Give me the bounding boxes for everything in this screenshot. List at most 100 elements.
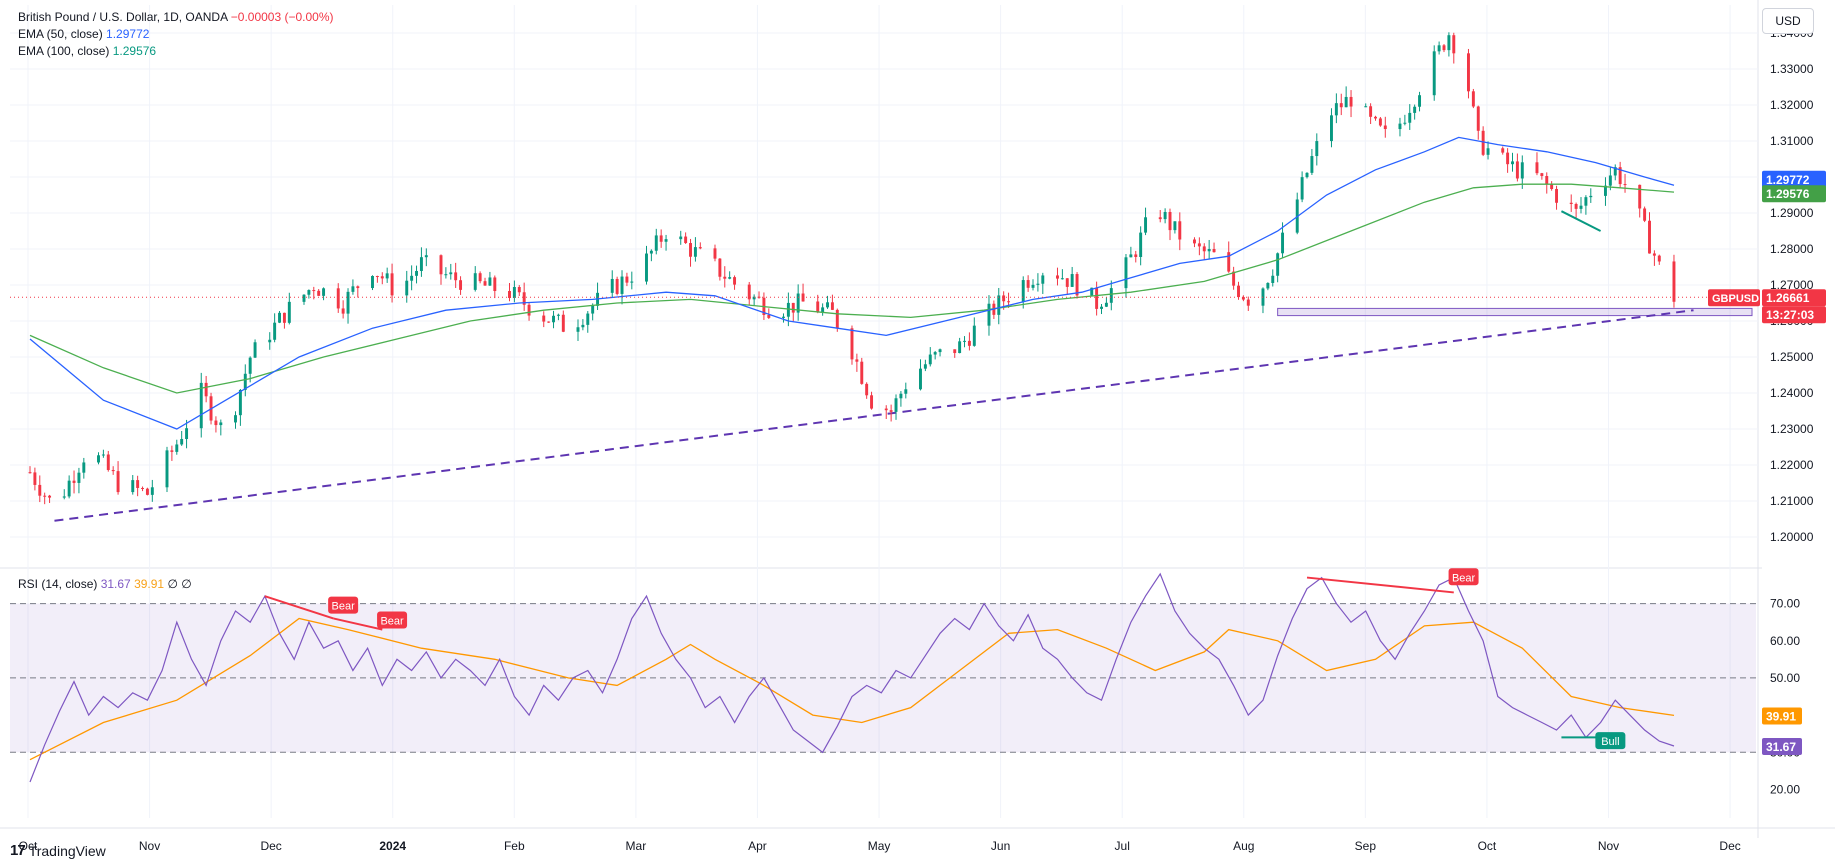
candle-body — [870, 395, 874, 409]
candle-body — [312, 290, 316, 292]
time-tick-label: Nov — [139, 839, 160, 853]
candle-body — [561, 314, 565, 332]
ema50-badge: 1.29772 — [1762, 170, 1826, 188]
candle-body — [1579, 205, 1583, 209]
candle-body — [180, 439, 184, 445]
candle-body — [782, 316, 785, 318]
candle-body — [767, 314, 771, 318]
candle-body — [1672, 261, 1676, 302]
candle-body — [522, 292, 526, 305]
candle-body — [385, 273, 389, 279]
candle-body — [341, 308, 345, 314]
time-tick-label: Dec — [1719, 839, 1740, 853]
candle-body — [552, 315, 555, 323]
candle-body — [444, 274, 448, 276]
candle-body — [302, 294, 306, 302]
last-price-badge: 1.26661 — [1762, 289, 1826, 307]
candle-body — [1305, 172, 1309, 178]
candle-body — [449, 272, 453, 275]
candle-body — [1158, 217, 1162, 220]
candle-body — [933, 352, 937, 355]
candle-body — [82, 462, 86, 473]
bear-label: Bear — [328, 596, 359, 614]
candle-body — [1535, 162, 1539, 174]
candle-body — [253, 342, 257, 358]
candle-body — [145, 488, 149, 495]
candle-body — [1447, 35, 1451, 51]
time-tick-label: Oct — [1478, 839, 1497, 853]
candle-body — [1070, 274, 1074, 287]
candle-body — [713, 248, 717, 259]
candle-body — [1555, 188, 1559, 203]
candle-body — [1574, 203, 1578, 209]
candle-body — [512, 286, 516, 298]
candle-body — [835, 309, 839, 329]
rsi-extra-1: ∅ — [167, 577, 178, 591]
candle-body — [473, 273, 477, 290]
candle-body — [1109, 288, 1113, 303]
candle-body — [1310, 156, 1314, 173]
candle-body — [77, 472, 81, 483]
candle-body — [1501, 148, 1505, 153]
candle-body — [1418, 95, 1422, 107]
candle-body — [508, 290, 511, 298]
legend-ema50-row[interactable]: EMA (50, close) 1.29772 — [18, 27, 149, 41]
candle-body — [698, 247, 702, 249]
price-pane[interactable] — [10, 32, 1758, 522]
candle-body — [630, 281, 634, 283]
candle-body — [415, 270, 418, 276]
candle-body — [185, 428, 189, 440]
candle-body — [1643, 208, 1647, 221]
price-tick-label: 1.29000 — [1770, 206, 1814, 220]
currency-selector[interactable]: USD — [1762, 8, 1814, 34]
ema100-label: EMA (100, close) — [18, 44, 110, 58]
price-tick-label: 1.20000 — [1770, 530, 1814, 544]
time-tick-label: Apr — [748, 839, 767, 853]
candle-body — [1408, 112, 1412, 123]
rsi-ma-badge: 39.91 — [1762, 707, 1802, 725]
countdown-badge-bg — [1762, 306, 1826, 324]
candle-body — [1432, 51, 1436, 96]
candle-body — [1246, 299, 1250, 306]
candle-body — [684, 236, 688, 244]
candle-body — [889, 410, 893, 412]
candle-body — [1144, 217, 1148, 233]
candle-body — [1442, 45, 1446, 51]
candle-body — [1398, 123, 1402, 130]
symbol-title[interactable]: British Pound / U.S. Dollar, 1D, OANDA — [18, 10, 228, 24]
candle-body — [1124, 257, 1128, 289]
ema50-value: 1.29772 — [106, 27, 150, 41]
candle-body — [923, 364, 927, 369]
candle-body — [591, 305, 595, 314]
candle-body — [860, 361, 864, 384]
candle-body — [865, 383, 869, 396]
candle-body — [1569, 202, 1573, 204]
candle-body — [610, 278, 614, 293]
candle-body — [33, 472, 37, 485]
rsi-pane[interactable]: Bear Bear Bear Bull — [10, 568, 1758, 783]
candle-body — [576, 327, 580, 332]
tradingview-logo[interactable]: 17 TradingView — [10, 842, 106, 859]
candle-body — [101, 454, 105, 456]
rsi-badge: 31.67 — [1762, 738, 1802, 756]
bear-label-text: Bear — [380, 615, 404, 627]
legend-ema100-row[interactable]: EMA (100, close) 1.29576 — [18, 44, 156, 58]
legend-rsi-row[interactable]: RSI (14, close) 31.67 39.91 ∅ ∅ — [18, 577, 192, 591]
candle-body — [1330, 115, 1333, 142]
candle-body — [1413, 106, 1417, 113]
candle-body — [1134, 254, 1138, 257]
candle-body — [1276, 253, 1280, 276]
candle-body — [1515, 161, 1519, 179]
rsi-label: RSI (14, close) — [18, 577, 98, 591]
candle-body — [380, 276, 384, 279]
candle-body — [1075, 274, 1079, 296]
candle-body — [106, 454, 110, 470]
candle-body — [1452, 35, 1456, 54]
candle-body — [1618, 167, 1622, 185]
candle-body — [1193, 239, 1196, 244]
candle-body — [816, 301, 820, 313]
price-tick-label: 1.33000 — [1770, 62, 1814, 76]
bear-divergence-line — [1306, 576, 1454, 594]
candle-body — [1652, 253, 1656, 256]
